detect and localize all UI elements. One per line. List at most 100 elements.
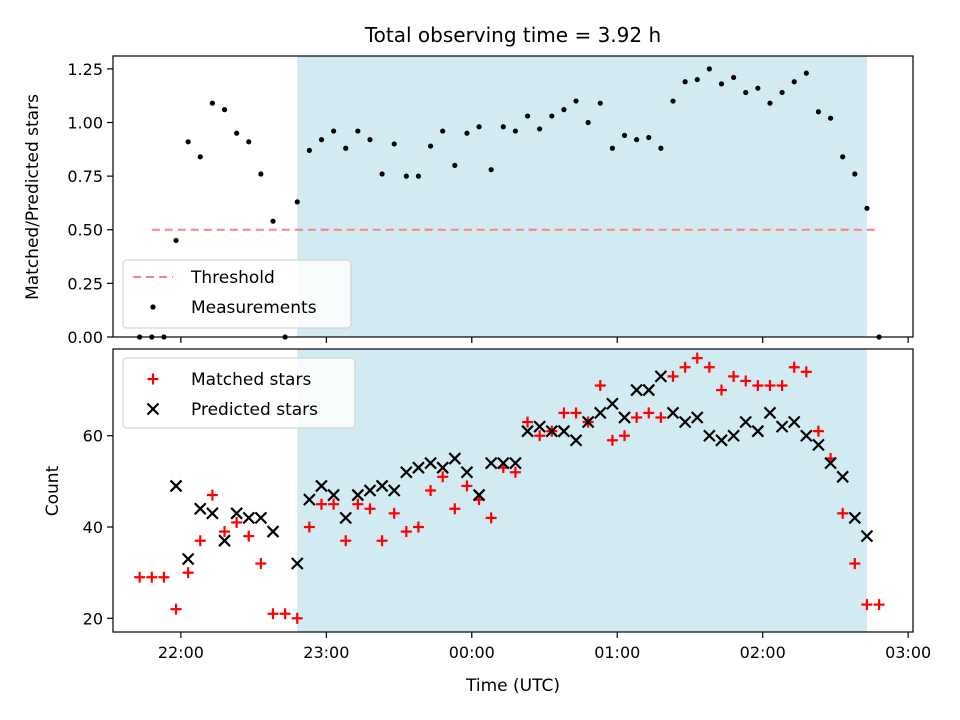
measurement-point — [379, 171, 385, 177]
predicted-star-point-b — [703, 429, 716, 443]
measurement-point — [234, 130, 240, 136]
matched-star-point — [400, 526, 412, 538]
predicted-star-point — [412, 461, 425, 474]
matched-star-point — [776, 380, 788, 392]
predicted-star-point — [618, 411, 631, 424]
legend-predicted-swatch — [146, 402, 160, 416]
y-tick-label: 0.00 — [67, 328, 103, 347]
measurement-point — [476, 124, 482, 130]
predicted-star-point-b — [521, 424, 534, 438]
predicted-star-point-b — [484, 456, 498, 470]
matched-star-point — [715, 384, 727, 396]
measurement-point — [743, 89, 749, 96]
y-tick-label: 20 — [83, 609, 103, 628]
predicted-star-point — [642, 383, 656, 397]
predicted-star-point-b — [327, 488, 340, 502]
measurement-point — [403, 173, 409, 179]
legend-predicted-label: Predicted stars — [191, 400, 318, 420]
predicted-star-point — [763, 406, 777, 420]
predicted-star-point-b — [363, 484, 377, 497]
measurement-point — [634, 137, 640, 143]
predicted-star-point-b — [412, 461, 425, 474]
matched-star-point — [134, 571, 146, 583]
predicted-star-point-b — [497, 456, 510, 470]
measurement-point — [367, 137, 373, 143]
legend-matched-marker — [147, 373, 159, 385]
matched-star-point — [315, 498, 327, 510]
measurement-point — [537, 126, 543, 132]
measurement-point — [852, 171, 858, 177]
top-x-ticks — [180, 337, 909, 343]
predicted-star-point — [266, 525, 280, 538]
measurement-point — [731, 74, 737, 81]
matched-star-point — [667, 370, 679, 382]
matched-star-point — [219, 526, 231, 538]
measurement-point — [318, 137, 325, 143]
measurement-point — [646, 134, 652, 141]
measurement-point — [246, 139, 252, 145]
predicted-star-point — [606, 397, 619, 411]
predicted-star-point — [678, 415, 692, 429]
predicted-star-point-b — [303, 493, 316, 506]
bottom-y-ticks: 20 40 60 — [83, 427, 113, 628]
predicted-star-point-b — [557, 424, 571, 438]
matched-star-point — [558, 407, 570, 419]
top-plot-frame — [112, 55, 914, 338]
predicted-star-point — [206, 507, 219, 520]
measurement-point — [500, 124, 506, 130]
measurement-point — [258, 171, 264, 177]
predicted-star-point — [230, 507, 243, 520]
matched-star-point — [643, 407, 655, 419]
measurement-point — [718, 81, 725, 87]
predicted-star-point-b — [812, 438, 825, 452]
measurement-point — [427, 143, 434, 149]
predicted-star-point — [484, 456, 498, 470]
measurement-point — [391, 141, 397, 147]
predicted-star-point-b — [424, 456, 437, 470]
measurement-point — [694, 76, 700, 83]
top-y-axis-label: Matched/Predicted stars — [23, 94, 43, 300]
legend-threshold-label: Threshold — [190, 268, 275, 288]
predicted-star-point — [327, 488, 340, 502]
x-tick-label: 01:00 — [594, 643, 640, 662]
measurement-point — [706, 66, 712, 72]
predicted-star-point-b — [666, 406, 680, 420]
matched-star-point — [376, 535, 388, 547]
predicted-star-point-b — [739, 415, 753, 429]
predicted-star-point-b — [545, 424, 559, 438]
matched-star-point — [631, 411, 643, 423]
predicted-star-point-b — [315, 479, 328, 493]
matched-star-point — [812, 425, 824, 437]
predicted-star-point — [800, 429, 813, 443]
predicted-star-point — [715, 434, 728, 447]
measurement-point — [343, 145, 349, 151]
matched-star-point — [158, 571, 170, 583]
measurement-point — [791, 79, 797, 85]
predicted-star-point-b — [339, 511, 353, 525]
predicted-star-point — [848, 511, 862, 525]
predicted-star-point — [193, 502, 207, 516]
matched-star-point — [328, 498, 340, 510]
matched-star-point — [788, 361, 800, 373]
matched-star-point — [255, 558, 267, 570]
bottom-plot-frame — [112, 348, 914, 633]
measurement-point — [682, 79, 688, 85]
matched-star-point — [655, 411, 667, 423]
matched-star-point — [509, 466, 521, 478]
matched-star-point — [206, 489, 218, 501]
legend-measurements-label: Measurements — [191, 298, 317, 318]
predicted-star-point-b — [860, 529, 874, 543]
measurement-point — [355, 128, 361, 134]
predicted-star-point-b — [290, 557, 304, 570]
measurement-point — [573, 98, 579, 104]
matched-star-point — [740, 375, 752, 387]
predicted-star-point-b — [387, 484, 401, 497]
predicted-star-point — [836, 470, 849, 484]
measurement-point — [561, 107, 567, 113]
predicted-star-point-b — [787, 415, 801, 429]
predicted-star-point — [727, 429, 740, 443]
predicted-star-point — [351, 488, 365, 502]
legend-measurements-swatch — [150, 304, 156, 310]
predicted-star-point — [812, 438, 825, 452]
measurement-point — [488, 167, 494, 173]
